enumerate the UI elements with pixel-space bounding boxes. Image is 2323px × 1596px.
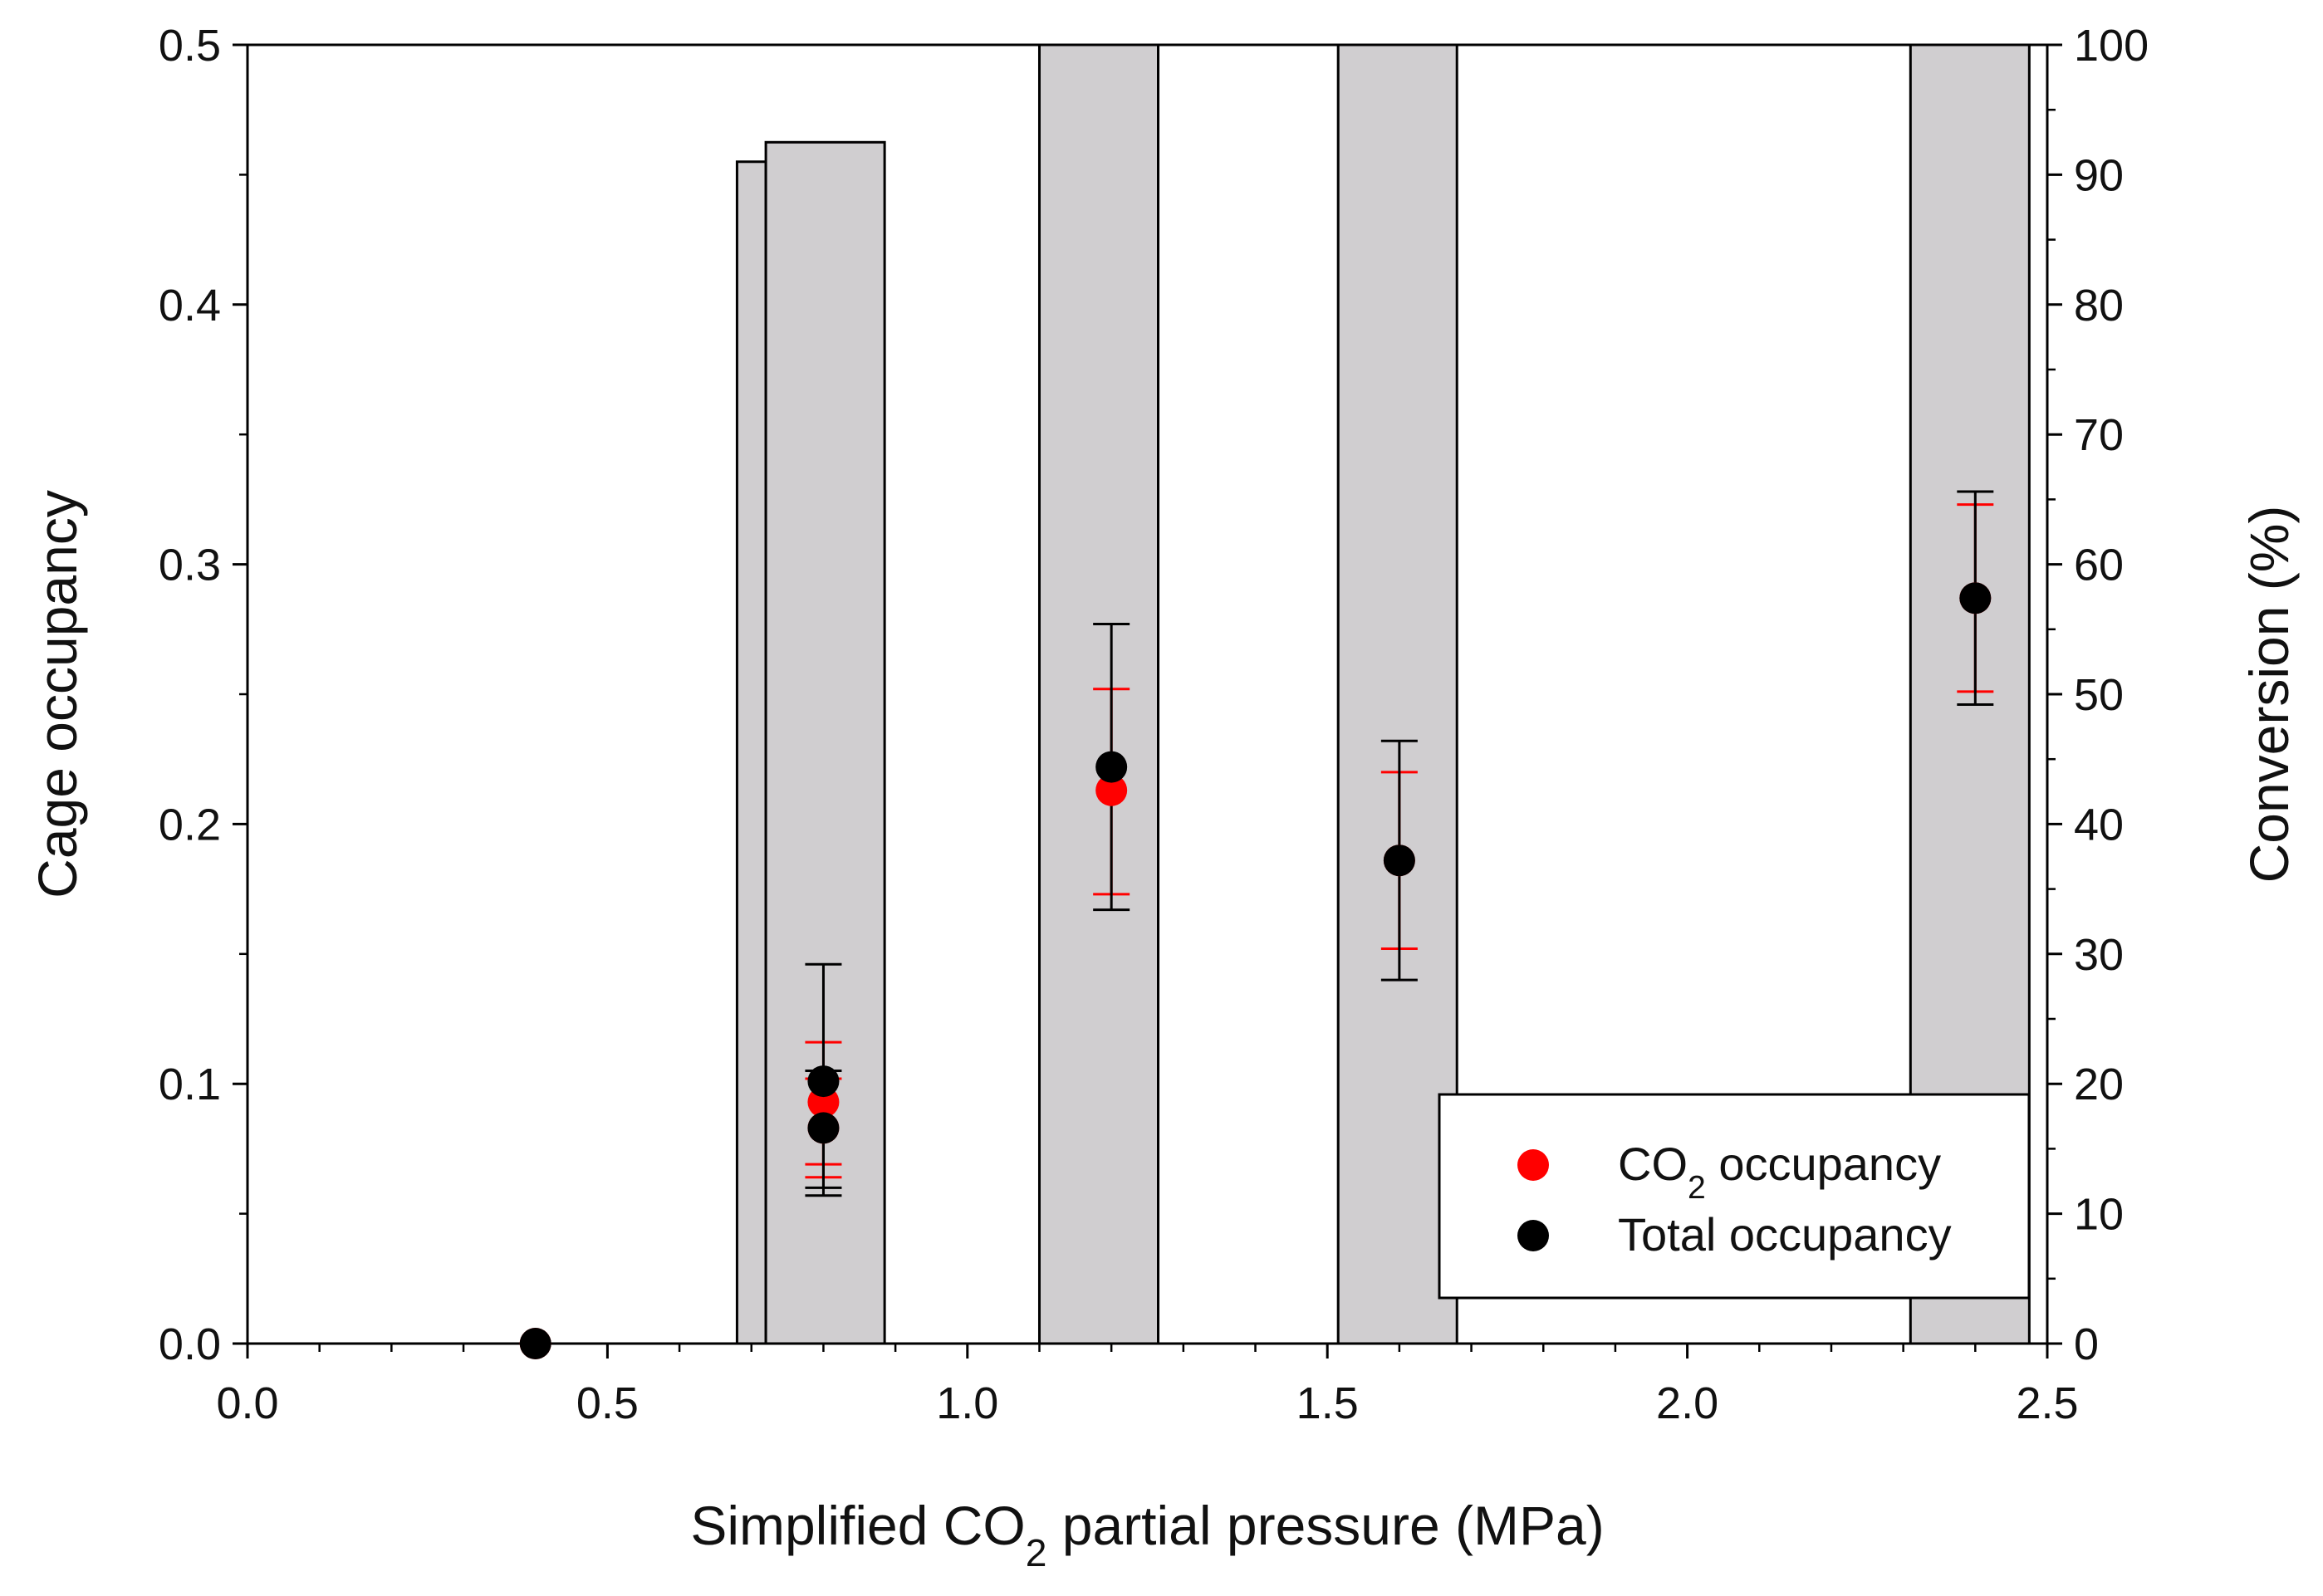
x-axis-title: Simplified CO2 partial pressure (MPa)	[690, 1495, 1604, 1574]
y-right-tick-label-5: 50	[2074, 670, 2124, 720]
legend-label-0-main: CO	[1618, 1138, 1688, 1190]
legend-box	[1438, 1093, 2031, 1300]
x-axis-title-main: Simplified CO	[690, 1495, 1025, 1556]
total-occupancy-point-4	[1383, 845, 1415, 877]
total-occupancy-point-2	[807, 1112, 840, 1144]
data-points	[519, 490, 1994, 1359]
conversion-bar-0	[735, 160, 767, 1345]
y-right-tick-label-4: 40	[2074, 800, 2124, 849]
legend-label-0-subscript: 2	[1688, 1170, 1706, 1206]
y-right-tick-label-10: 100	[2074, 21, 2149, 71]
y-right-tick-label-6: 60	[2074, 541, 2124, 590]
x-tick-label-3: 1.5	[1296, 1378, 1359, 1428]
axis-titles: Simplified CO2 partial pressure (MPa)Cag…	[27, 490, 2300, 1574]
y-right-tick-label-3: 30	[2074, 930, 2124, 980]
y-right-tick-label-2: 20	[2074, 1060, 2124, 1109]
y-left-tick-label-3: 0.3	[159, 541, 221, 590]
y-left-tick-label-1: 0.1	[159, 1060, 221, 1109]
x-tick-label-5: 2.5	[2016, 1378, 2078, 1428]
y-left-tick-label-4: 0.4	[159, 281, 221, 330]
x-tick-label-1: 0.5	[576, 1378, 639, 1428]
total-occupancy-point-1	[807, 1065, 840, 1098]
y-right-tick-label-9: 90	[2074, 150, 2124, 200]
legend-label-1-main: Total occupancy	[1618, 1208, 1952, 1261]
y-left-axis-title: Cage occupancy	[27, 490, 88, 898]
x-tick-label-4: 2.0	[1656, 1378, 1718, 1428]
legend-marker-1	[1517, 1220, 1549, 1251]
axes: 0.0 0.5 1.0 1.5 2.0 2.5 0.0 0.1 0.2 0.3 0.4 0.5 0 10 2…	[159, 21, 2149, 1428]
y-right-tick-label-7: 70	[2074, 410, 2124, 460]
legend-label-0: CO2 occupancy	[1618, 1138, 1941, 1206]
x-tick-label-0: 0.0	[216, 1378, 278, 1428]
y-left-tick-label-2: 0.2	[159, 800, 221, 849]
total-occupancy-point-5	[1959, 582, 1992, 614]
y-left-tick-label-0: 0.0	[159, 1319, 221, 1369]
conversion-bar-3	[1336, 43, 1458, 1345]
conversion-bar-2	[1037, 43, 1160, 1345]
total-occupancy-point-0	[519, 1328, 551, 1359]
legend-label-1: Total occupancy	[1618, 1208, 1952, 1261]
x-axis-title-rest: partial pressure (MPa)	[1046, 1495, 1604, 1556]
x-axis-title-subscript: 2	[1026, 1531, 1047, 1574]
y-left-tick-label-5: 0.5	[159, 21, 221, 71]
y-right-tick-label-0: 0	[2074, 1319, 2099, 1369]
total-occupancy-point-3	[1095, 751, 1128, 783]
y-right-tick-label-8: 80	[2074, 281, 2124, 330]
legend-marker-0	[1517, 1149, 1549, 1181]
x-tick-label-2: 1.0	[936, 1378, 998, 1428]
co2-occupancy-point-3	[1095, 774, 1128, 806]
legend-label-0-rest: occupancy	[1706, 1138, 1941, 1190]
y-right-tick-label-1: 10	[2074, 1190, 2124, 1240]
y-right-axis-title: Conversion (%)	[2238, 506, 2300, 884]
